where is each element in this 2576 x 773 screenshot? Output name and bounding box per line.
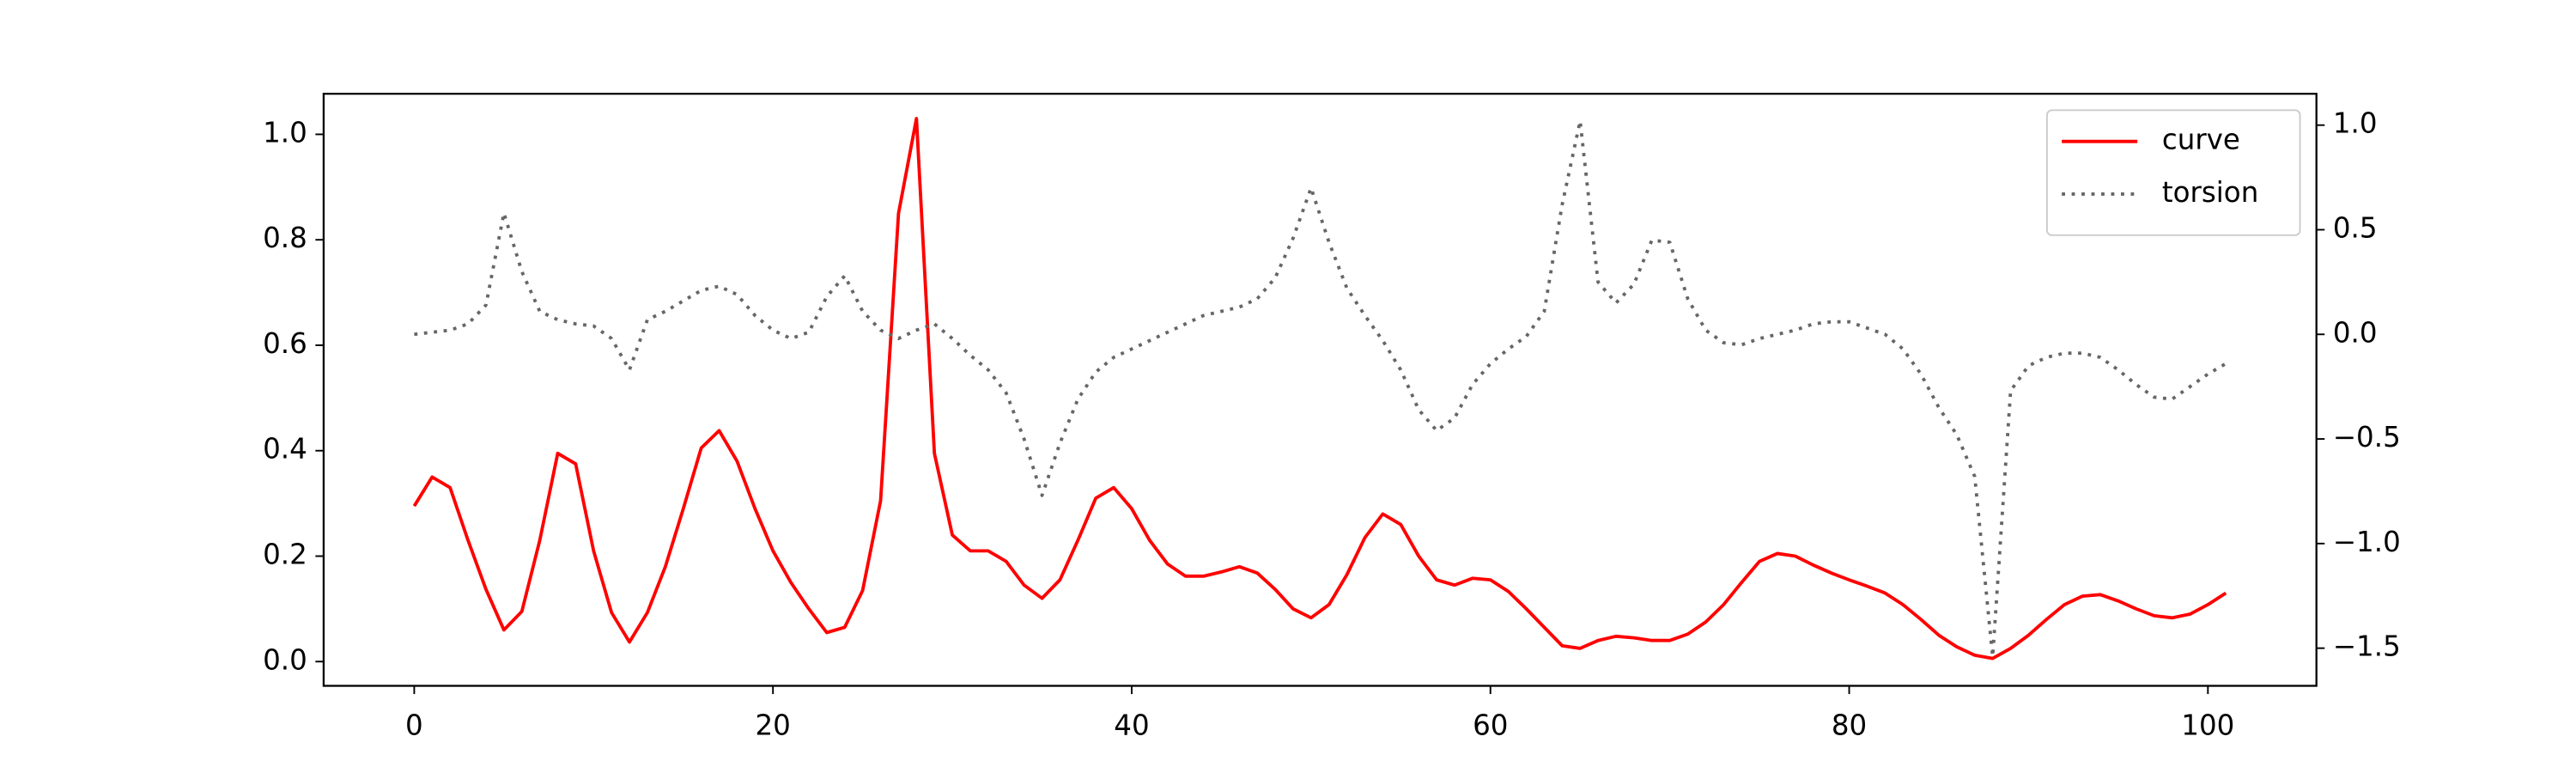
y2-tick-label: −0.5 — [2333, 421, 2401, 453]
x-tick-label: 40 — [1114, 709, 1149, 741]
series-line — [414, 119, 2227, 659]
y-tick-label: 0.8 — [263, 222, 307, 254]
y2-tick-label: 1.0 — [2333, 107, 2378, 140]
y2-tick-label: 0.5 — [2333, 211, 2378, 244]
y-tick-label: 0.4 — [263, 433, 307, 466]
y-tick-label: 0.6 — [263, 327, 307, 360]
y-tick-label: 1.0 — [263, 116, 307, 149]
legend-label: curve — [2162, 124, 2240, 156]
x-tick-label: 100 — [2181, 709, 2234, 741]
series-line — [412, 117, 2227, 660]
x-tick-label: 80 — [1832, 709, 1867, 741]
y2-tick-label: −1.0 — [2333, 526, 2401, 558]
y-tick-label: 0.2 — [263, 538, 307, 570]
x-tick-label: 0 — [405, 709, 423, 741]
x-tick-label: 60 — [1473, 709, 1508, 741]
y2-tick-label: 0.0 — [2333, 316, 2378, 349]
x-tick-label: 20 — [756, 709, 791, 741]
plot-frame — [322, 93, 2318, 687]
legend: curve torsion — [2045, 109, 2301, 236]
legend-label: torsion — [2162, 176, 2258, 209]
y2-tick-label: −1.5 — [2333, 630, 2401, 663]
y-tick-label: 0.0 — [263, 643, 307, 676]
